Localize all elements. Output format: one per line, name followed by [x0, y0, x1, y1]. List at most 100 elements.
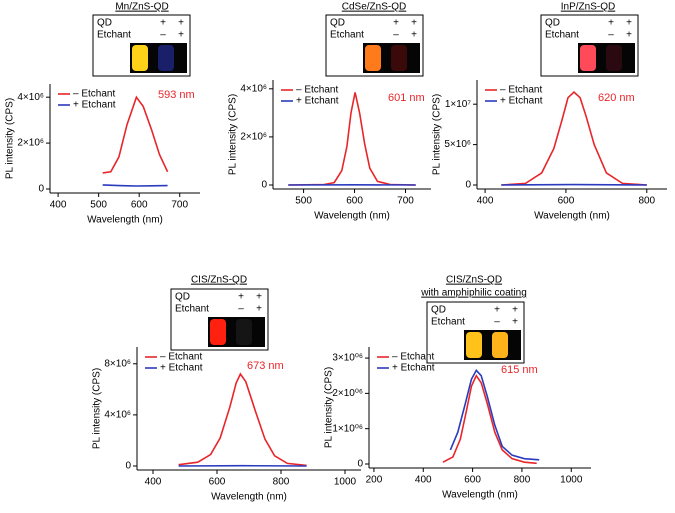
x-axis-label: Wavelength (nm)	[87, 215, 163, 226]
x-axis-label: Wavelength (nm)	[211, 492, 287, 503]
line-series	[443, 376, 537, 464]
inset-text: QD	[97, 18, 112, 29]
x-tick-label: 800	[638, 196, 655, 207]
legend-label: – Etchant	[160, 352, 202, 363]
peak-annotation: 620 nm	[598, 92, 635, 104]
inset-text: +	[411, 18, 417, 29]
vial	[236, 319, 252, 345]
inset-text: –	[608, 30, 614, 41]
inset-text: Etchant	[431, 317, 465, 328]
inset-text: +	[512, 317, 518, 328]
legend-label: – Etchant	[500, 85, 542, 96]
y-tick-label: 2×10⁰⁶	[332, 388, 363, 399]
x-axis-label: Wavelength (nm)	[534, 211, 610, 222]
vial	[466, 332, 482, 358]
inset-text: –	[160, 30, 166, 41]
inset-text: +	[178, 18, 184, 29]
peak-annotation: 615 nm	[501, 364, 538, 376]
x-tick-label: 1000	[560, 475, 583, 486]
vial	[365, 45, 381, 71]
x-tick-label: 600	[131, 200, 148, 211]
y-axis-label: PL intensity (CPS)	[432, 94, 443, 175]
inset-text: Etchant	[330, 30, 364, 41]
panel-title: Mn/ZnS-QD	[115, 2, 168, 13]
x-tick-label: 400	[415, 475, 432, 486]
x-tick-label: 500	[295, 196, 312, 207]
y-tick-label: 0	[357, 459, 363, 470]
inset-text: QD	[545, 18, 560, 29]
x-tick-label: 1000	[334, 477, 357, 488]
inset-text: –	[393, 30, 399, 41]
y-tick-label: 4×10⁶	[240, 83, 267, 94]
x-tick-label: 600	[346, 196, 363, 207]
legend-label: – Etchant	[73, 89, 115, 100]
vial	[492, 332, 508, 358]
inset-text: –	[494, 317, 500, 328]
panel-title: CIS/ZnS-QD	[446, 275, 502, 286]
panel-title: InP/ZnS-QD	[561, 2, 615, 13]
y-tick-label: 2×10⁶	[240, 132, 267, 143]
panel-title: CdSe/ZnS-QD	[342, 2, 406, 13]
y-axis-label: PL intensity (CPS)	[5, 98, 16, 179]
x-tick-label: 600	[558, 196, 575, 207]
peak-annotation: 601 nm	[388, 92, 425, 104]
y-tick-label: 1×10⁷	[445, 99, 472, 110]
x-tick-label: 500	[90, 200, 107, 211]
inset-text: +	[238, 292, 244, 303]
legend-label: – Etchant	[296, 85, 338, 96]
peak-annotation: 593 nm	[158, 89, 195, 101]
legend-label: + Etchant	[160, 363, 203, 374]
inset-text: Etchant	[545, 30, 579, 41]
panel-subtitle: with amphiphilic coating	[420, 288, 527, 299]
y-tick-label: 0	[38, 184, 44, 195]
legend-label: + Etchant	[296, 96, 339, 107]
vial	[158, 45, 174, 71]
y-axis-label: PL intensity (CPS)	[324, 367, 335, 448]
inset-text: QD	[175, 292, 190, 303]
y-tick-label: 0	[465, 180, 471, 191]
inset-text: +	[411, 30, 417, 41]
y-tick-label: 8×10⁶	[104, 358, 131, 369]
inset-text: +	[626, 30, 632, 41]
line-series	[103, 185, 168, 186]
y-tick-label: 5×10⁶	[444, 139, 471, 150]
line-series	[450, 370, 539, 459]
inset-text: +	[256, 292, 262, 303]
legend-label: + Etchant	[73, 100, 116, 111]
inset-text: +	[160, 18, 166, 29]
y-tick-label: 0	[125, 461, 131, 472]
x-tick-label: 600	[464, 475, 481, 486]
legend-label: – Etchant	[392, 352, 434, 363]
line-series	[179, 374, 307, 465]
inset-text: QD	[330, 18, 345, 29]
x-tick-label: 800	[273, 477, 290, 488]
y-tick-label: 4×10⁶	[104, 410, 131, 421]
inset-text: +	[512, 305, 518, 316]
inset-text: Etchant	[175, 304, 209, 315]
x-tick-label: 400	[50, 200, 67, 211]
inset-text: +	[393, 18, 399, 29]
vial	[580, 45, 596, 71]
vial	[210, 319, 226, 345]
inset-text: +	[608, 18, 614, 29]
y-tick-label: 3×10⁰⁶	[332, 353, 363, 364]
vial	[606, 45, 622, 71]
y-tick-label: 4×10⁶	[17, 92, 44, 103]
inset-text: –	[238, 304, 244, 315]
x-tick-label: 200	[366, 475, 383, 486]
inset-text: +	[178, 30, 184, 41]
y-tick-label: 0	[261, 180, 267, 191]
inset-text: +	[256, 304, 262, 315]
y-axis-label: PL intensity (CPS)	[92, 368, 103, 449]
inset-text: +	[626, 18, 632, 29]
x-tick-label: 700	[171, 200, 188, 211]
vial	[391, 45, 407, 71]
x-tick-label: 600	[209, 477, 226, 488]
inset-text: QD	[431, 305, 446, 316]
y-axis-label: PL intensity (CPS)	[228, 94, 239, 175]
inset-text: +	[494, 305, 500, 316]
y-tick-label: 1×10⁰⁶	[332, 423, 363, 434]
x-tick-label: 400	[477, 196, 494, 207]
x-axis-label: Wavelength (nm)	[314, 211, 390, 222]
